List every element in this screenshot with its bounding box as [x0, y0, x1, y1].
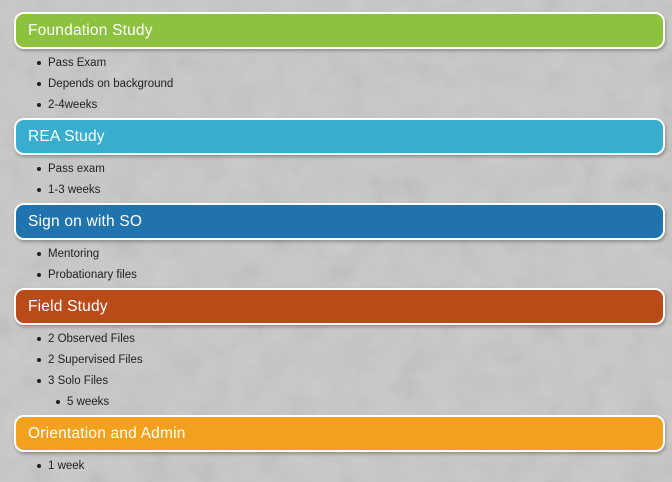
bullet-icon — [37, 60, 41, 65]
bullet-text: Probationary files — [48, 268, 137, 281]
section-bar-sign-on-with-so: Sign on with SO — [14, 203, 665, 240]
bullet-text: Depends on background — [48, 77, 174, 90]
section-title: Sign on with SO — [28, 212, 143, 230]
section-title: Foundation Study — [28, 21, 153, 39]
bullet-text: 1-3 weeks — [48, 183, 101, 196]
bullet-icon — [56, 399, 60, 404]
list-item: 1-3 weeks — [0, 179, 672, 200]
bullet-icon — [37, 187, 41, 192]
section-bar-field-study: Field Study — [14, 288, 665, 325]
section-bar-orientation-and-admin: Orientation and Admin — [14, 415, 665, 452]
bullet-icon — [37, 272, 41, 277]
list-item: Probationary files — [0, 264, 672, 285]
bullet-list: 1 week — [0, 455, 672, 476]
bullet-icon — [37, 378, 41, 383]
section-title: Field Study — [28, 297, 108, 315]
bullet-icon — [37, 251, 41, 256]
bullet-list: Pass Exam Depends on background 2-4weeks — [0, 52, 672, 115]
section-title: REA Study — [28, 127, 105, 145]
bullet-list: Mentoring Probationary files — [0, 243, 672, 285]
bullet-text: 5 weeks — [67, 395, 110, 408]
bullet-text: 2 Observed Files — [48, 332, 135, 345]
list-item: 1 week — [0, 455, 672, 476]
slide-content: Foundation Study Pass Exam Depends on ba… — [0, 12, 672, 479]
bullet-text: Pass Exam — [48, 56, 107, 69]
section-bar-foundation-study: Foundation Study — [14, 12, 665, 49]
bullet-icon — [37, 81, 41, 86]
list-item-sub: 5 weeks — [0, 391, 672, 412]
bullet-text: Mentoring — [48, 247, 100, 260]
list-item: 2-4weeks — [0, 94, 672, 115]
section-bar-rea-study: REA Study — [14, 118, 665, 155]
list-item: Pass Exam — [0, 52, 672, 73]
bullet-text: 2-4weeks — [48, 98, 98, 111]
list-item: 2 Supervised Files — [0, 349, 672, 370]
bullet-list: Pass exam 1-3 weeks — [0, 158, 672, 200]
bullet-icon — [37, 357, 41, 362]
bullet-icon — [37, 336, 41, 341]
list-item: Pass exam — [0, 158, 672, 179]
bullet-text: Pass exam — [48, 162, 105, 175]
bullet-text: 3 Solo Files — [48, 374, 109, 387]
bullet-text: 2 Supervised Files — [48, 353, 143, 366]
list-item: 2 Observed Files — [0, 328, 672, 349]
list-item: Depends on background — [0, 73, 672, 94]
bullet-list: 2 Observed Files 2 Supervised Files 3 So… — [0, 328, 672, 412]
list-item: Mentoring — [0, 243, 672, 264]
bullet-text: 1 week — [48, 459, 85, 472]
bullet-icon — [37, 102, 41, 107]
bullet-icon — [37, 166, 41, 171]
list-item: 3 Solo Files — [0, 370, 672, 391]
section-title: Orientation and Admin — [28, 424, 186, 442]
bullet-icon — [37, 463, 41, 468]
